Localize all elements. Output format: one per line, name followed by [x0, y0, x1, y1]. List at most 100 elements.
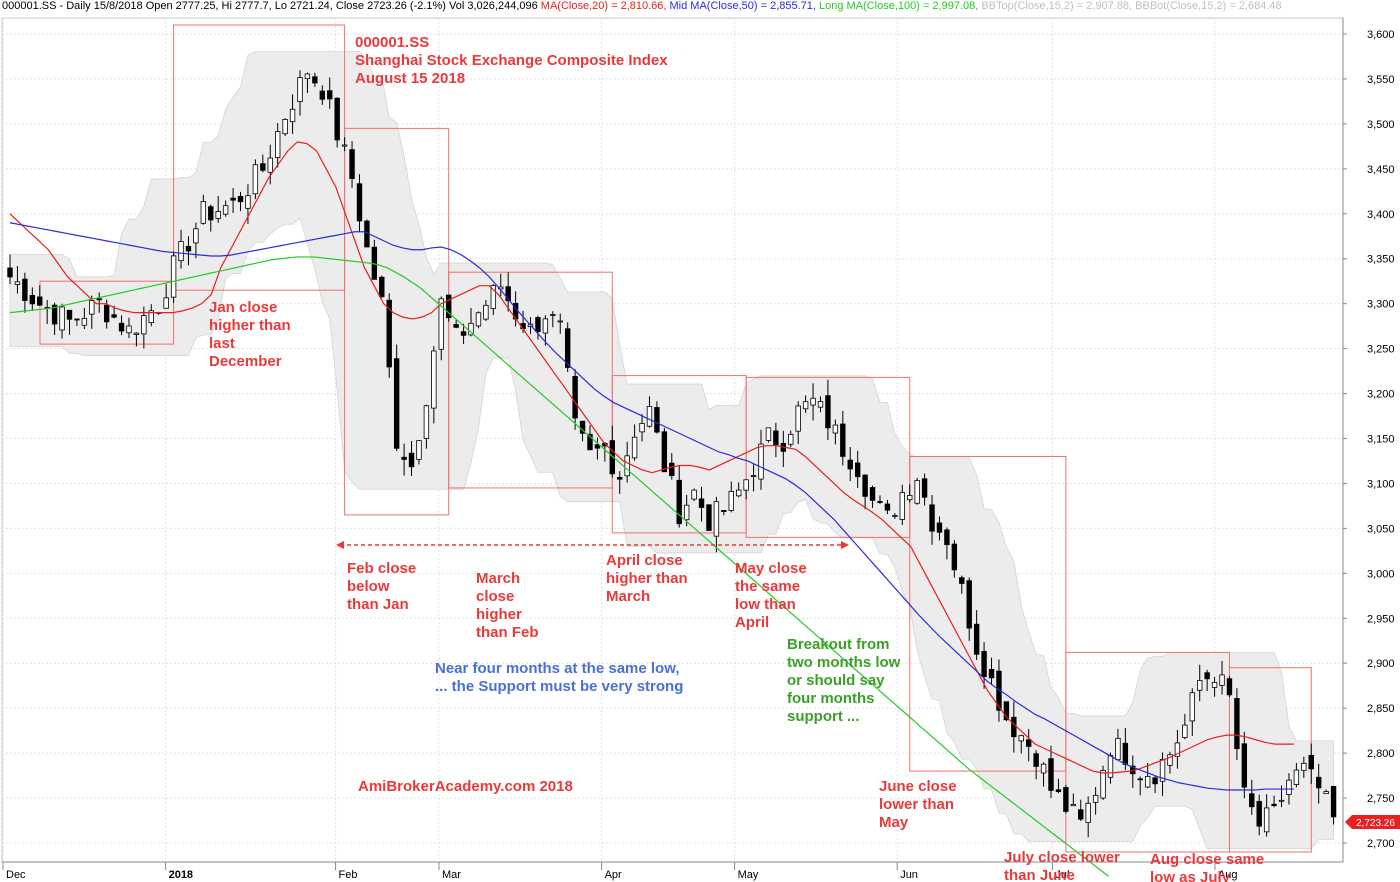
candle-body [1182, 724, 1188, 739]
ma100-legend: Long MA(Close,100) = 2,997.08, [819, 0, 979, 12]
candle-body [81, 318, 88, 326]
candle-body [460, 331, 467, 336]
y-tick-label: 3,250 [1367, 344, 1395, 356]
candle-body [728, 490, 734, 511]
candle-body [1308, 754, 1314, 770]
candle-body [944, 529, 950, 546]
candle-body [1040, 763, 1047, 774]
candle [810, 383, 816, 421]
candle [921, 473, 928, 506]
candle-body [505, 286, 511, 302]
candle-body [297, 77, 303, 103]
x-tick-label: Dec [6, 869, 26, 881]
candle [1055, 778, 1062, 794]
candle [765, 427, 772, 443]
candle-body [1152, 777, 1158, 785]
candle-body [334, 97, 340, 141]
candle [260, 154, 266, 173]
candle [141, 306, 147, 349]
candle-body [1211, 682, 1218, 688]
candle-body [22, 278, 28, 301]
candle [96, 292, 102, 313]
candle-body [1204, 672, 1210, 680]
y-tick-label: 3,200 [1367, 389, 1395, 401]
candle-body [1330, 785, 1337, 818]
candle-body [304, 73, 311, 80]
candle [185, 236, 192, 266]
candle [267, 144, 273, 185]
note-may: May close the same low than April [735, 560, 807, 631]
candle-body [854, 462, 861, 478]
candle-body [788, 433, 794, 445]
candle-body [282, 119, 288, 135]
candle [557, 313, 563, 334]
candle-body [929, 504, 935, 532]
bbtop-legend: BBTop(Close,15,2) = 2,907.88, [981, 0, 1133, 12]
candle-body [572, 376, 578, 419]
candle-body [936, 522, 943, 533]
candle [22, 272, 28, 313]
candle-body [706, 504, 712, 531]
candle [1144, 763, 1151, 789]
candle-body [1159, 758, 1166, 782]
candle-body [892, 515, 898, 517]
y-tick-label: 3,100 [1367, 478, 1395, 490]
candle [587, 425, 593, 451]
x-tick-label: Feb [339, 869, 358, 881]
candle [929, 495, 935, 545]
candle-body [884, 503, 891, 511]
candle [966, 577, 972, 641]
candle [274, 123, 281, 168]
candle [1167, 751, 1173, 774]
chart-title: 000001.SS Shanghai Stock Exchange Composi… [355, 34, 668, 87]
candle-body [631, 436, 638, 459]
x-tick-label: Jul [1055, 869, 1069, 881]
candle-body [1018, 735, 1024, 742]
candle-body [951, 543, 958, 571]
candle-body [408, 452, 415, 468]
candle [446, 294, 452, 322]
candle-body [661, 431, 668, 473]
candle-body [1219, 674, 1225, 686]
candle-body [215, 211, 221, 219]
candle-body [907, 495, 913, 501]
candle [401, 443, 407, 476]
candle-body [386, 299, 392, 368]
moving-averages [9, 141, 1294, 877]
candle-body [1048, 758, 1054, 791]
candle-body [1115, 737, 1121, 761]
candle [869, 485, 876, 509]
candle [133, 332, 140, 347]
candle [215, 195, 221, 223]
candle-body [1137, 778, 1143, 781]
candle [170, 251, 177, 303]
candle-body [1286, 779, 1292, 795]
candle [193, 222, 199, 259]
candle-body [617, 476, 623, 480]
candle [1018, 734, 1024, 754]
candle-body [423, 405, 430, 439]
candle [639, 414, 645, 442]
candle [1263, 794, 1270, 837]
bollinger-band [9, 51, 1334, 850]
candle [1040, 762, 1047, 787]
candle-body [750, 475, 757, 477]
candle-body [587, 433, 593, 451]
y-tick-label: 3,350 [1367, 254, 1395, 266]
candle [408, 441, 415, 477]
candle-body [1271, 803, 1277, 807]
candle [341, 137, 348, 152]
candle-body [683, 504, 690, 521]
candle-body [141, 315, 147, 335]
candles [7, 70, 1337, 838]
candle-body [312, 76, 318, 84]
candle-body [230, 197, 236, 201]
candle [825, 379, 831, 441]
candle [788, 430, 794, 448]
candle-body [698, 498, 705, 508]
candle [698, 486, 705, 522]
candle-body [609, 440, 615, 475]
candle-body [1033, 753, 1039, 767]
note-support: Near four months at the same low,... the… [435, 660, 683, 695]
